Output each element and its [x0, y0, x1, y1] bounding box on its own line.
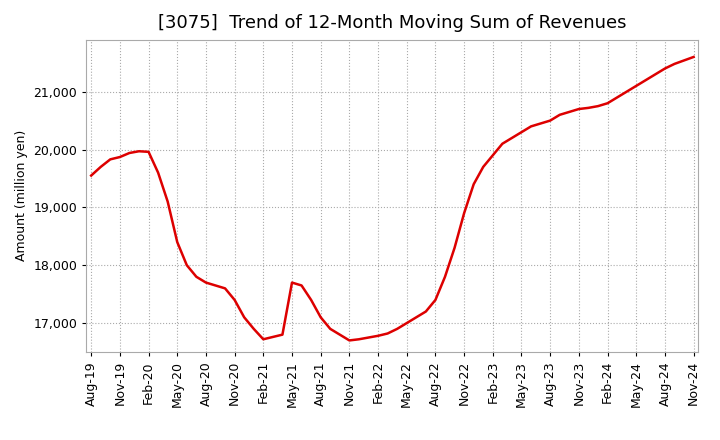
Title: [3075]  Trend of 12-Month Moving Sum of Revenues: [3075] Trend of 12-Month Moving Sum of R…	[158, 15, 626, 33]
Y-axis label: Amount (million yen): Amount (million yen)	[15, 130, 28, 261]
